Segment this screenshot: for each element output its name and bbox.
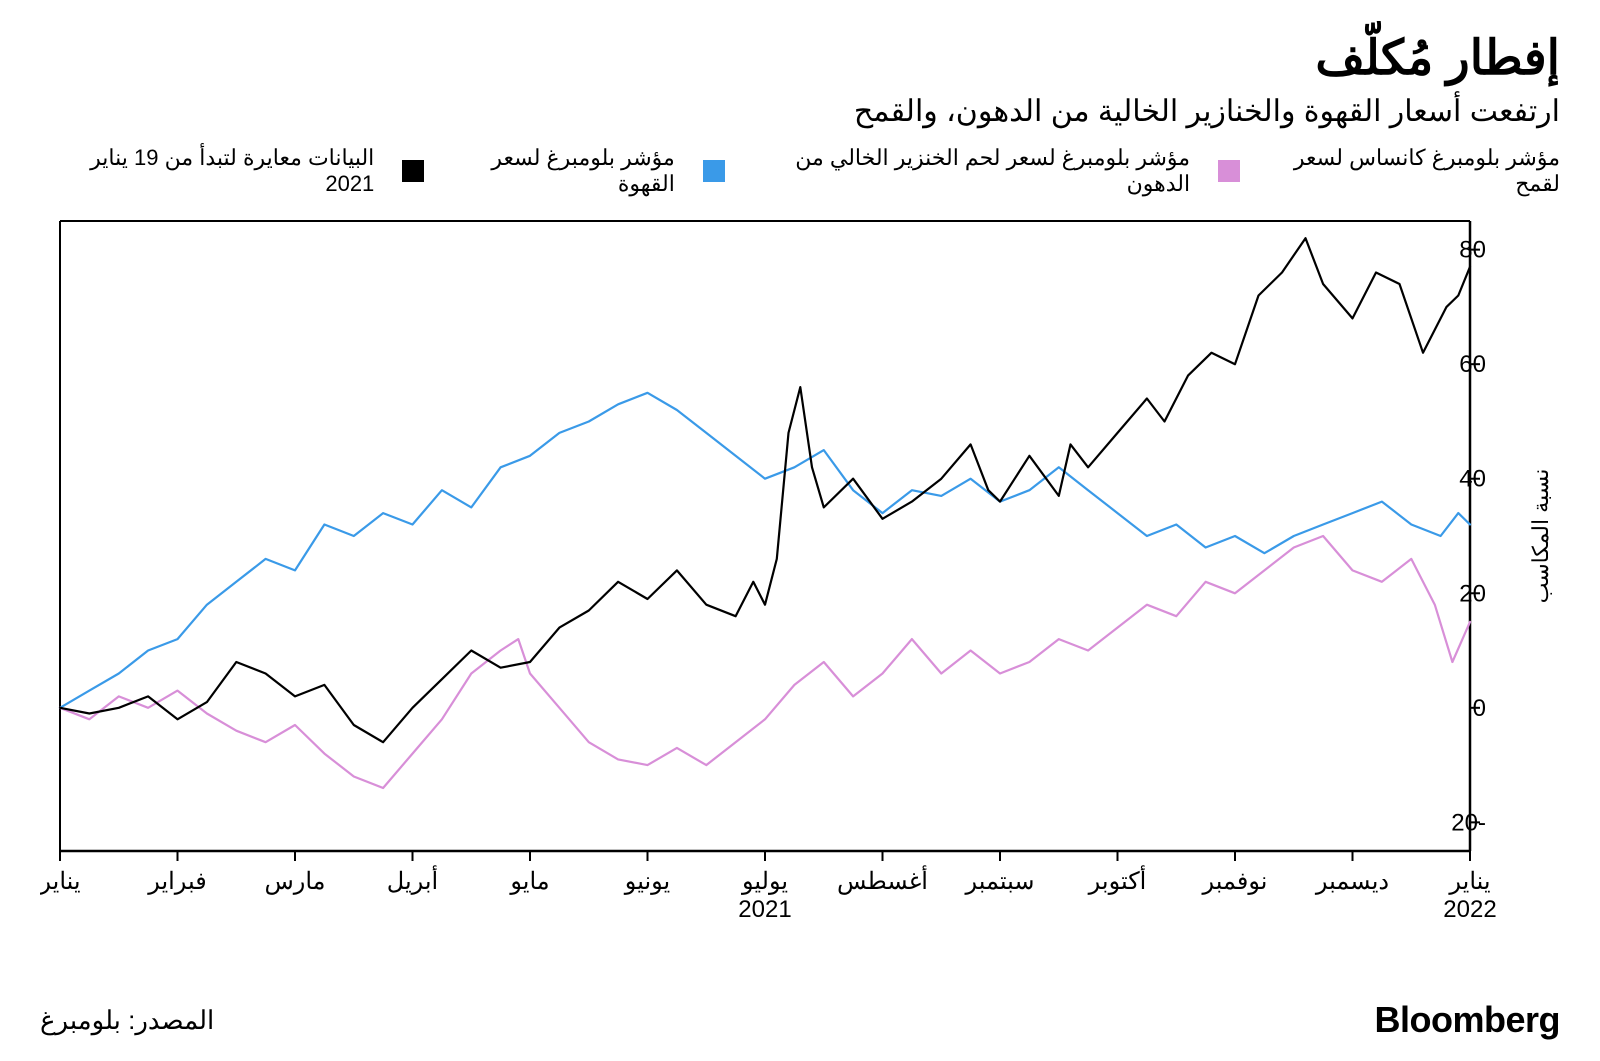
chart-subtitle: ارتفعت أسعار القهوة والخنازير الخالية من… — [40, 94, 1560, 129]
svg-text:نسبة المكاسب: نسبة المكاسب — [1528, 469, 1553, 604]
line-chart: -20 0 20 40 60 80 نسبة المكاسب يناير فبراير مارس أ… — [40, 211, 1560, 931]
svg-text:مارس: مارس — [264, 868, 325, 895]
legend-note: البيانات معايرة لتبدأ من 19 يناير 2021 — [40, 145, 374, 197]
svg-text:يونيو: يونيو — [624, 868, 670, 895]
svg-text:أكتوبر: أكتوبر — [1088, 864, 1147, 895]
legend-item-wheat: مؤشر بلومبرغ كانساس لسعر لقمح — [1218, 145, 1560, 197]
svg-text:مايو: مايو — [509, 868, 549, 895]
svg-text:2021: 2021 — [738, 896, 791, 923]
svg-text:نوفمبر: نوفمبر — [1202, 868, 1268, 895]
legend-item-coffee: مؤشر بلومبرغ لسعر القهوة — [402, 145, 675, 197]
svg-text:40: 40 — [1459, 466, 1486, 493]
svg-text:يناير: يناير — [40, 868, 81, 895]
svg-text:أبريل: أبريل — [387, 864, 438, 895]
svg-text:يوليو: يوليو — [741, 868, 788, 895]
svg-text:-20: -20 — [1451, 809, 1486, 836]
legend: البيانات معايرة لتبدأ من 19 يناير 2021 م… — [40, 145, 1560, 197]
legend-swatch — [703, 160, 725, 182]
svg-text:أغسطس: أغسطس — [837, 864, 928, 895]
svg-text:ديسمبر: ديسمبر — [1315, 868, 1389, 895]
svg-text:2022: 2022 — [1443, 896, 1496, 923]
chart-area: -20 0 20 40 60 80 نسبة المكاسب يناير فبراير مارس أ… — [40, 211, 1560, 989]
legend-swatch — [1218, 160, 1240, 182]
chart-title: إفطار مُكلّف — [40, 30, 1560, 86]
legend-swatch — [402, 160, 424, 182]
legend-label: مؤشر بلومبرغ لسعر القهوة — [432, 145, 675, 197]
svg-text:80: 80 — [1459, 237, 1486, 264]
svg-text:20: 20 — [1459, 580, 1486, 607]
svg-text:فبراير: فبراير — [147, 868, 207, 895]
brand-logo: Bloomberg — [1374, 999, 1560, 1041]
legend-label: مؤشر بلومبرغ لسعر لحم الخنزير الخالي من … — [733, 145, 1191, 197]
svg-text:0: 0 — [1473, 695, 1486, 722]
legend-item-hogs: مؤشر بلومبرغ لسعر لحم الخنزير الخالي من … — [703, 145, 1190, 197]
source-text: المصدر: بلومبرغ — [40, 1005, 214, 1036]
legend-label: مؤشر بلومبرغ كانساس لسعر لقمح — [1248, 145, 1560, 197]
svg-text:يناير: يناير — [1448, 868, 1490, 895]
svg-text:60: 60 — [1459, 351, 1486, 378]
svg-text:سبتمبر: سبتمبر — [965, 868, 1035, 895]
